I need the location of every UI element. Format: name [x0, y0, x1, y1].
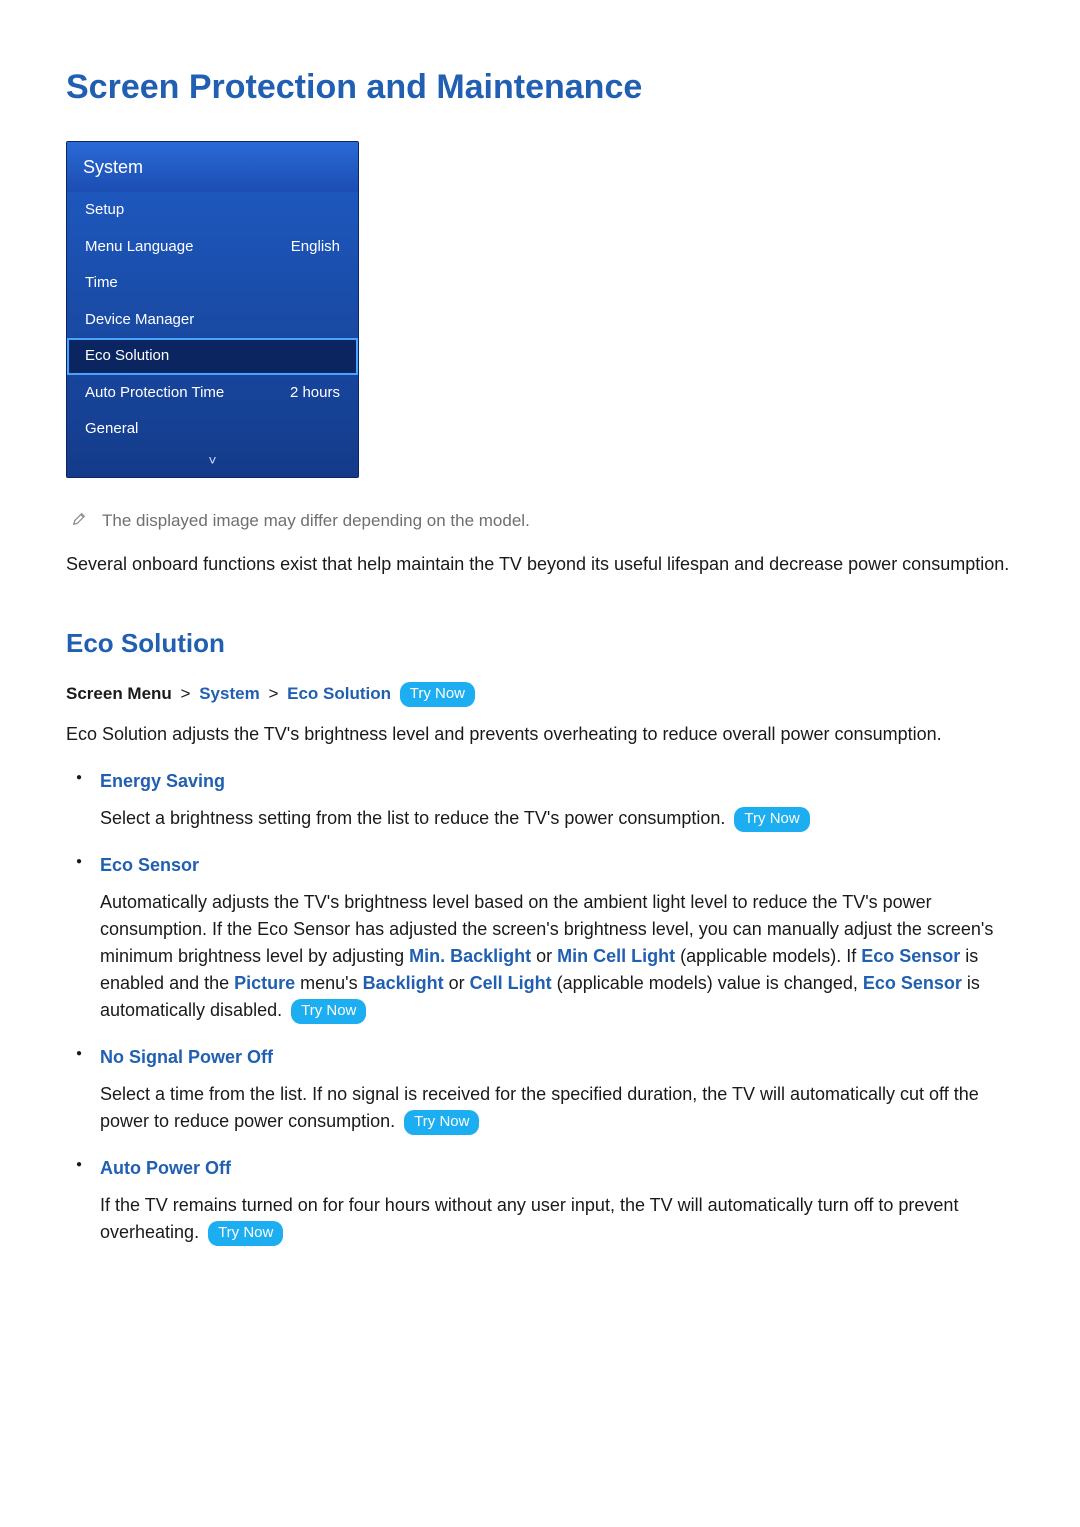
feature-list: Energy Saving Select a brightness settin…	[66, 768, 1014, 1246]
section-title-eco-solution: Eco Solution	[66, 624, 1014, 663]
feature-text: or	[531, 946, 557, 966]
feature-eco-sensor: Eco Sensor Automatically adjusts the TV'…	[100, 852, 1014, 1024]
page-title: Screen Protection and Maintenance	[66, 62, 1014, 113]
keyword: Eco Sensor	[863, 973, 962, 993]
feature-desc: Automatically adjusts the TV's brightnes…	[100, 889, 1014, 1024]
breadcrumb: Screen Menu > System > Eco Solution Try …	[66, 681, 1014, 707]
menu-item-auto-protection-time[interactable]: Auto Protection Time 2 hours	[67, 375, 358, 412]
menu-item-label: General	[85, 418, 138, 441]
feature-desc: Select a time from the list. If no signa…	[100, 1081, 1014, 1135]
intro-paragraph: Several onboard functions exist that hel…	[66, 551, 1014, 578]
try-now-badge[interactable]: Try Now	[291, 999, 366, 1025]
keyword: Cell Light	[470, 973, 552, 993]
menu-item-value: English	[291, 236, 340, 259]
feature-text: (applicable models) value is changed,	[552, 973, 863, 993]
feature-title: Auto Power Off	[100, 1155, 1014, 1182]
feature-text: or	[444, 973, 470, 993]
breadcrumb-part: System	[199, 684, 259, 703]
feature-desc: Select a brightness setting from the lis…	[100, 805, 1014, 832]
tv-menu-header: System	[67, 142, 358, 192]
keyword: Eco Sensor	[861, 946, 960, 966]
feature-title: No Signal Power Off	[100, 1044, 1014, 1071]
model-note: The displayed image may differ depending…	[66, 508, 1014, 534]
keyword: Min. Backlight	[409, 946, 531, 966]
menu-item-label: Auto Protection Time	[85, 382, 224, 405]
section-body: Eco Solution adjusts the TV's brightness…	[66, 721, 1014, 748]
try-now-badge[interactable]: Try Now	[400, 682, 475, 708]
feature-text: menu's	[295, 973, 362, 993]
menu-item-menu-language[interactable]: Menu Language English	[67, 229, 358, 266]
pencil-icon	[72, 512, 86, 526]
breadcrumb-part: Eco Solution	[287, 684, 391, 703]
menu-item-label: Device Manager	[85, 309, 194, 332]
menu-item-label: Eco Solution	[85, 345, 169, 368]
menu-item-eco-solution[interactable]: Eco Solution	[67, 338, 358, 375]
feature-auto-power-off: Auto Power Off If the TV remains turned …	[100, 1155, 1014, 1246]
feature-no-signal-power-off: No Signal Power Off Select a time from t…	[100, 1044, 1014, 1135]
try-now-badge[interactable]: Try Now	[404, 1110, 479, 1136]
menu-item-time[interactable]: Time	[67, 265, 358, 302]
feature-desc: If the TV remains turned on for four hou…	[100, 1192, 1014, 1246]
feature-text: (applicable models). If	[675, 946, 861, 966]
keyword: Min Cell Light	[557, 946, 675, 966]
try-now-badge[interactable]: Try Now	[208, 1221, 283, 1247]
menu-item-general[interactable]: General	[67, 411, 358, 448]
feature-energy-saving: Energy Saving Select a brightness settin…	[100, 768, 1014, 832]
breadcrumb-sep: >	[268, 684, 278, 703]
menu-item-label: Setup	[85, 199, 124, 222]
breadcrumb-part: Screen Menu	[66, 684, 172, 703]
keyword: Picture	[234, 973, 295, 993]
menu-item-label: Menu Language	[85, 236, 193, 259]
breadcrumb-sep: >	[181, 684, 191, 703]
tv-system-menu: System Setup Menu Language English Time …	[66, 141, 359, 478]
menu-item-setup[interactable]: Setup	[67, 192, 358, 229]
try-now-badge[interactable]: Try Now	[734, 807, 809, 833]
chevron-down-icon[interactable]: ˅	[67, 448, 358, 477]
note-text: The displayed image may differ depending…	[102, 508, 530, 534]
menu-item-label: Time	[85, 272, 118, 295]
menu-item-device-manager[interactable]: Device Manager	[67, 302, 358, 339]
feature-title: Eco Sensor	[100, 852, 1014, 879]
keyword: Backlight	[363, 973, 444, 993]
feature-text: Select a brightness setting from the lis…	[100, 808, 730, 828]
menu-item-value: 2 hours	[290, 382, 340, 405]
feature-text: Select a time from the list. If no signa…	[100, 1084, 979, 1131]
feature-title: Energy Saving	[100, 768, 1014, 795]
